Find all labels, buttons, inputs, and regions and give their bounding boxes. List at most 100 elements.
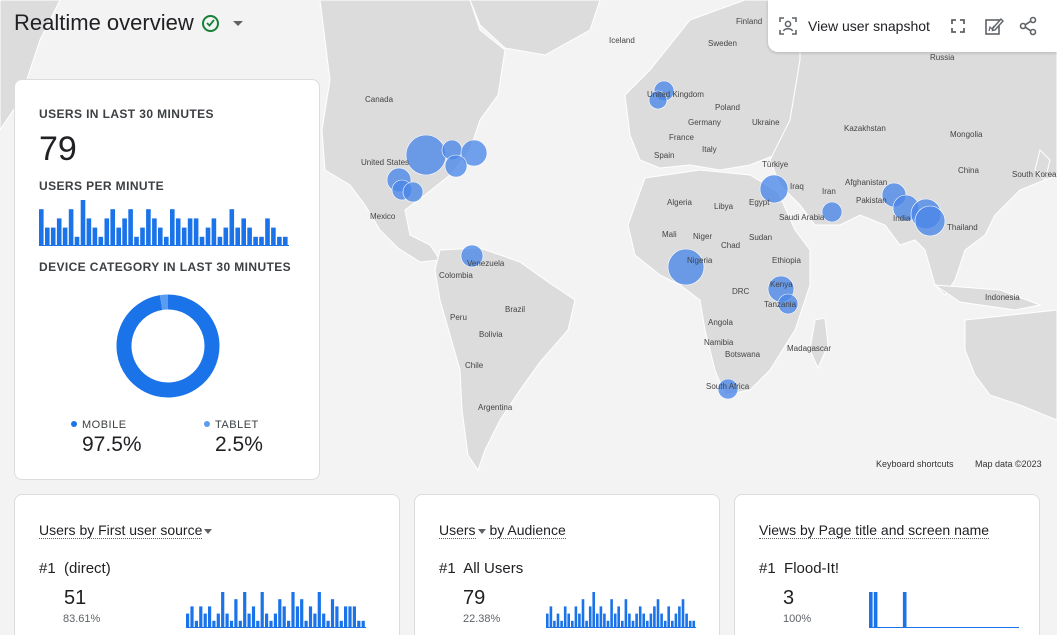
sparkline-bar[interactable] xyxy=(253,236,258,246)
sparkline-bar[interactable] xyxy=(663,620,667,628)
sparkline-bar[interactable] xyxy=(128,209,133,246)
sparkline-bar[interactable] xyxy=(578,613,581,628)
sparkline-bar[interactable] xyxy=(313,613,317,628)
sparkline-bar[interactable] xyxy=(567,613,570,628)
sparkline-bar[interactable] xyxy=(205,227,211,246)
sparkline-bar[interactable] xyxy=(628,613,631,628)
sparkline-bar[interactable] xyxy=(86,218,92,246)
audience-sparkline[interactable] xyxy=(546,590,696,628)
sparkline-bar[interactable] xyxy=(282,606,286,628)
sparkline-bar[interactable] xyxy=(674,613,678,628)
sparkline-bar[interactable] xyxy=(692,620,695,628)
sparkline-bar[interactable] xyxy=(649,613,653,628)
keyboard-shortcuts-link[interactable]: Keyboard shortcuts xyxy=(876,459,954,469)
page-title-card-title[interactable]: Views by Page title and screen name xyxy=(759,522,990,539)
sparkline-bar[interactable] xyxy=(613,613,617,628)
sparkline-bar[interactable] xyxy=(199,236,205,246)
sparkline-bar[interactable] xyxy=(186,613,190,628)
sparkline-bar[interactable] xyxy=(211,218,217,246)
sparkline-bar[interactable] xyxy=(62,227,68,246)
sparkline-bar[interactable] xyxy=(140,227,145,246)
sparkline-bar[interactable] xyxy=(278,599,282,628)
sparkline-bar[interactable] xyxy=(308,606,313,628)
sparkline-bar[interactable] xyxy=(74,236,80,246)
sparkline-bar[interactable] xyxy=(869,592,873,628)
sparkline-bar[interactable] xyxy=(110,209,115,246)
sparkline-bar[interactable] xyxy=(190,606,194,628)
view-user-snapshot-button[interactable]: View user snapshot xyxy=(778,16,930,36)
sparkline-bar[interactable] xyxy=(646,620,649,628)
sparkline-bar[interactable] xyxy=(352,606,356,628)
sparkline-bar[interactable] xyxy=(283,236,288,246)
sparkline-bar[interactable] xyxy=(251,606,256,628)
sparkline-bar[interactable] xyxy=(560,620,563,628)
sparkline-bar[interactable] xyxy=(265,218,270,246)
sparkline-bar[interactable] xyxy=(678,606,681,628)
sparkline-bar[interactable] xyxy=(549,606,553,628)
sparkline-bar[interactable] xyxy=(193,218,199,246)
sparkline-bar[interactable] xyxy=(221,592,225,628)
sparkline-bar[interactable] xyxy=(681,599,685,628)
sparkline-bar[interactable] xyxy=(208,606,212,628)
sparkline-bar[interactable] xyxy=(152,218,157,246)
sparkline-bar[interactable] xyxy=(344,606,348,628)
sparkline-bar[interactable] xyxy=(104,218,110,246)
sparkline-bar[interactable] xyxy=(642,613,645,628)
sparkline-bar[interactable] xyxy=(80,200,86,246)
dimension-caret-icon[interactable] xyxy=(204,528,213,534)
sparkline-bar[interactable] xyxy=(234,599,238,628)
sparkline-bar[interactable] xyxy=(624,599,628,628)
sparkline-bar[interactable] xyxy=(603,613,606,628)
sparkline-bar[interactable] xyxy=(194,620,198,628)
sparkline-bar[interactable] xyxy=(199,606,203,628)
audience-title[interactable]: Users by Audience xyxy=(439,522,566,539)
sparkline-bar[interactable] xyxy=(563,606,567,628)
sparkline-bar[interactable] xyxy=(134,236,139,246)
sparkline-bar[interactable] xyxy=(553,620,556,628)
sparkline-bar[interactable] xyxy=(247,227,252,246)
sparkline-bar[interactable] xyxy=(39,209,44,246)
sparkline-bar[interactable] xyxy=(223,227,229,246)
sparkline-bar[interactable] xyxy=(256,620,260,628)
sparkline-bar[interactable] xyxy=(164,236,169,246)
sparkline-bar[interactable] xyxy=(187,218,193,246)
donut-slice-tablet[interactable] xyxy=(159,294,169,310)
sparkline-bar[interactable] xyxy=(638,606,642,628)
sparkline-bar[interactable] xyxy=(243,592,247,628)
device-donut-chart[interactable] xyxy=(116,294,220,398)
sparkline-bar[interactable] xyxy=(300,599,304,628)
sparkline-bar[interactable] xyxy=(656,599,660,628)
sparkline-bar[interactable] xyxy=(556,613,560,628)
sparkline-bar[interactable] xyxy=(621,620,624,628)
sparkline-bar[interactable] xyxy=(295,606,299,628)
sparkline-bar[interactable] xyxy=(631,620,635,628)
sparkline-bar[interactable] xyxy=(635,613,638,628)
sparkline-bar[interactable] xyxy=(116,227,121,246)
sparkline-bar[interactable] xyxy=(585,620,588,628)
sparkline-bar[interactable] xyxy=(50,227,56,246)
sparkline-bar[interactable] xyxy=(339,620,343,628)
sparkline-bar[interactable] xyxy=(68,209,74,246)
fullscreen-icon[interactable] xyxy=(948,16,968,36)
donut-slice-mobile[interactable] xyxy=(116,294,220,398)
sparkline-bar[interactable] xyxy=(592,592,595,628)
sparkline-bar[interactable] xyxy=(212,620,216,628)
sparkline-bar[interactable] xyxy=(217,236,223,246)
sparkline-bar[interactable] xyxy=(348,606,352,628)
sparkline-bar[interactable] xyxy=(330,599,335,628)
caret-down-icon[interactable] xyxy=(232,20,243,26)
sparkline-bar[interactable] xyxy=(259,236,264,246)
sparkline-bar[interactable] xyxy=(317,592,321,628)
sparkline-bar[interactable] xyxy=(873,592,878,628)
sparkline-bar[interactable] xyxy=(304,620,308,628)
sparkline-bar[interactable] xyxy=(574,606,578,628)
sparkline-bar[interactable] xyxy=(225,613,229,628)
sparkline-bar[interactable] xyxy=(653,606,656,628)
sparkline-bar[interactable] xyxy=(122,218,127,246)
sparkline-bar[interactable] xyxy=(260,592,264,628)
sparkline-bar[interactable] xyxy=(229,620,234,628)
sparkline-bar[interactable] xyxy=(667,606,670,628)
sparkline-bar[interactable] xyxy=(357,620,361,628)
sparkline-bar[interactable] xyxy=(571,620,574,628)
sparkline-bar[interactable] xyxy=(238,620,242,628)
